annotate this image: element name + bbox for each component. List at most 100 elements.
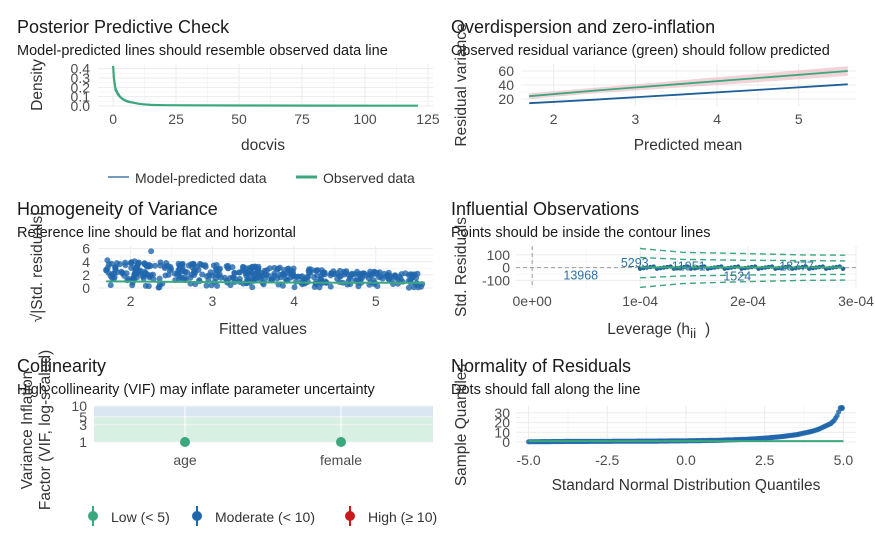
y-tick-label: -100 — [482, 272, 510, 288]
y-tick-label: 5 — [79, 409, 87, 425]
residual-point — [395, 276, 401, 283]
residual-point — [236, 269, 242, 276]
x-tick-label: 0 — [109, 111, 117, 127]
y-tick-label: 20 — [494, 415, 510, 431]
residual-point — [383, 273, 390, 280]
x-tick-label: female — [320, 452, 362, 468]
x-tick-label: 0e+00 — [513, 293, 553, 309]
residual-point — [255, 265, 262, 272]
residual-point — [374, 269, 381, 276]
residual-point — [357, 274, 364, 281]
residual-point — [157, 262, 164, 269]
point-label: 18777 — [779, 259, 814, 273]
residual-point — [127, 259, 134, 266]
residual-point — [203, 282, 210, 289]
y-axis-label: Density — [29, 59, 46, 111]
residual-point — [407, 271, 414, 278]
residual-point — [285, 265, 292, 272]
residual-point — [392, 272, 398, 279]
residual-point — [287, 274, 294, 281]
y-tick-label: 2 — [82, 267, 90, 283]
residual-point — [337, 273, 344, 280]
predicted-variance-line — [529, 83, 848, 105]
ppc-panel — [98, 64, 433, 106]
x-tick-label: 2.5 — [755, 452, 775, 468]
residual-point — [148, 248, 155, 255]
y-tick-label: 20 — [498, 91, 514, 107]
y-axis-label: Sample Quantiles — [453, 364, 470, 487]
residual-point — [348, 271, 355, 278]
y-tick-label: 0 — [502, 260, 510, 276]
residual-point — [165, 271, 172, 278]
residual-point — [168, 266, 175, 272]
x-axis-label: Predicted mean — [634, 137, 743, 154]
residual-point — [176, 268, 183, 275]
y-tick-label: 1 — [79, 434, 87, 450]
residual-point — [156, 275, 163, 282]
y-tick-label: 0.2 — [71, 79, 91, 95]
residual-point — [240, 263, 246, 270]
y-axis-label-line2: Factor (VIF, log-scaled) — [37, 350, 54, 510]
low-vif-band — [94, 416, 433, 442]
residual-point — [147, 262, 154, 269]
residual-point — [142, 282, 149, 289]
x-tick-label: -2.5 — [595, 452, 619, 468]
chart-subtitle: Dots should fall along the line — [451, 382, 640, 398]
residual-points — [103, 248, 426, 291]
x-tick-label: age — [173, 452, 197, 468]
residual-point — [249, 264, 256, 271]
y-tick-label: 0.4 — [71, 61, 91, 77]
x-tick-label: 0.0 — [676, 452, 696, 468]
chart-subtitle: Observed residual variance (green) shoul… — [451, 43, 830, 59]
residual-point — [414, 270, 421, 277]
residual-point — [185, 262, 192, 269]
x-tick-label: 2e-04 — [730, 293, 766, 309]
residual-point — [327, 283, 334, 290]
residual-point — [190, 260, 197, 267]
x-axis-label-subscript: ii — [690, 325, 696, 341]
residual-point — [221, 274, 228, 281]
chart-title: Homogeneity of Variance — [17, 199, 218, 219]
x-tick-label: 4 — [290, 293, 298, 309]
residual-point — [410, 284, 417, 291]
residual-point — [163, 260, 170, 266]
residual-point — [197, 260, 203, 267]
residual-point — [418, 283, 424, 290]
observed-data-line — [112, 65, 418, 107]
residual-point — [191, 269, 197, 276]
x-axis-label: docvis — [241, 137, 285, 154]
residual-point — [111, 274, 118, 280]
legend-label: Observed data — [323, 170, 415, 186]
residual-point — [405, 284, 412, 291]
residual-point — [276, 271, 283, 278]
residual-point — [122, 259, 129, 266]
y-axis-label: √|Std. residuals| — [29, 212, 46, 322]
x-axis-label-close: ) — [705, 321, 710, 338]
residual-point — [279, 282, 286, 289]
quantile-point — [838, 404, 845, 411]
residual-point — [202, 262, 209, 269]
residual-point — [329, 270, 336, 277]
y-axis-label: Std. Residuals — [453, 217, 470, 317]
chart-title: Overdispersion and zero-inflation — [451, 17, 715, 37]
quantile-point — [834, 413, 840, 419]
residual-point — [308, 266, 315, 273]
y-axis-label: Residual variance — [453, 23, 470, 146]
residual-point — [199, 271, 206, 278]
x-tick-label: 100 — [353, 111, 377, 127]
x-tick-label: 3e-04 — [838, 293, 874, 309]
residual-point — [121, 272, 128, 279]
residual-point — [266, 265, 273, 272]
chart-subtitle: Model-predicted lines should resemble ob… — [17, 43, 388, 59]
residual-point — [249, 284, 256, 291]
residual-point — [140, 275, 147, 282]
residual-point — [216, 266, 223, 273]
chart-subtitle: Points should be inside the contour line… — [451, 225, 711, 241]
legend-label: Model-predicted data — [135, 170, 267, 186]
residual-point — [271, 264, 278, 271]
residual-point — [271, 270, 278, 277]
legend-label: Low (< 5) — [111, 509, 170, 525]
y-tick-label: 6 — [82, 241, 90, 257]
residual-point — [107, 282, 114, 289]
chart-title: Normality of Residuals — [451, 356, 631, 376]
